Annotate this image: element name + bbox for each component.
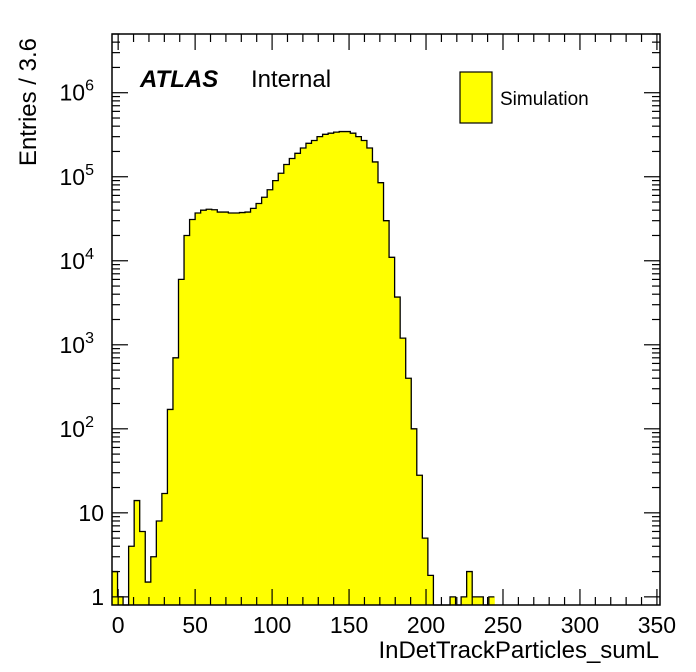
histogram-bar bbox=[294, 153, 301, 605]
histogram-bar bbox=[244, 212, 251, 606]
histogram-bar bbox=[389, 257, 396, 605]
legend: Simulation bbox=[459, 71, 589, 124]
x-tick-label: 200 bbox=[407, 612, 445, 638]
histogram-bar bbox=[283, 164, 290, 605]
histogram-bar bbox=[466, 571, 473, 605]
legend-entry-simulation: Simulation bbox=[500, 89, 589, 110]
histogram-bar bbox=[178, 279, 185, 605]
x-axis-title: InDetTrackParticles_sumL bbox=[378, 637, 659, 664]
histogram-bar bbox=[461, 596, 468, 605]
atlas-label: ATLAS bbox=[139, 66, 218, 93]
histogram-bar bbox=[472, 596, 479, 605]
histogram-bar bbox=[150, 556, 157, 605]
histogram-bar bbox=[289, 158, 296, 605]
histogram-bar bbox=[233, 213, 240, 605]
histogram-bar bbox=[184, 235, 190, 605]
histogram-bar bbox=[228, 213, 235, 605]
histogram-bar bbox=[416, 475, 423, 605]
histogram-bar bbox=[139, 531, 146, 605]
histogram-bar bbox=[311, 140, 318, 605]
histogram-bar bbox=[328, 133, 335, 605]
x-tick-label: 250 bbox=[484, 612, 522, 638]
histogram-bar bbox=[339, 131, 346, 605]
x-tick-label: 150 bbox=[330, 612, 368, 638]
histogram-bar bbox=[239, 212, 246, 605]
histogram-bar bbox=[145, 582, 152, 605]
histogram-bar bbox=[355, 136, 362, 605]
histogram-bar bbox=[350, 133, 357, 605]
histogram-bar bbox=[333, 132, 340, 605]
histogram-bar bbox=[267, 189, 274, 606]
histogram-bar bbox=[322, 134, 329, 605]
histogram-bar bbox=[250, 208, 257, 605]
histogram-bar bbox=[405, 378, 412, 605]
x-tick-labels: 0 50 100 150 200 250 300 350 bbox=[112, 612, 676, 638]
histogram-bar bbox=[156, 520, 163, 605]
y-tick-label: 1 bbox=[91, 584, 104, 610]
histogram-bar bbox=[261, 197, 268, 605]
histogram-bar bbox=[167, 409, 174, 605]
histogram-bar bbox=[200, 210, 207, 605]
histogram-bar bbox=[117, 596, 124, 605]
x-tick-label: 50 bbox=[182, 612, 208, 638]
histogram-bar bbox=[128, 546, 135, 605]
histogram-bar bbox=[422, 538, 429, 605]
y-tick-label: 104 bbox=[60, 246, 95, 274]
histogram-bar bbox=[411, 428, 418, 605]
histogram-bar bbox=[222, 212, 229, 606]
histogram-bar bbox=[217, 212, 224, 606]
histogram-bar bbox=[206, 209, 213, 605]
histogram-bar bbox=[317, 136, 323, 605]
y-tick-label: 10 bbox=[78, 500, 104, 526]
y-tick-label: 102 bbox=[60, 414, 95, 442]
histogram-bar bbox=[383, 220, 390, 606]
x-tick-label: 0 bbox=[112, 612, 125, 638]
histogram-bar bbox=[189, 219, 196, 605]
histogram-bars bbox=[112, 131, 495, 606]
y-tick-label: 103 bbox=[60, 330, 95, 358]
histogram-bar bbox=[344, 131, 351, 605]
histogram-bar bbox=[211, 209, 218, 605]
histogram-outline bbox=[112, 130, 495, 606]
histogram-bar bbox=[366, 147, 373, 606]
x-tick-label: 350 bbox=[638, 612, 676, 638]
histogram-bar bbox=[278, 173, 285, 605]
histogram-bar bbox=[272, 180, 279, 606]
x-tick-label: 300 bbox=[561, 612, 599, 638]
histogram-bar bbox=[361, 140, 368, 605]
axis-ticks bbox=[112, 33, 660, 605]
histogram-bar bbox=[394, 297, 401, 605]
legend-swatch bbox=[459, 71, 493, 124]
histogram-bar bbox=[112, 571, 118, 605]
histogram-bar bbox=[134, 500, 141, 605]
histogram-bar bbox=[377, 182, 384, 605]
histogram-bar bbox=[305, 143, 312, 605]
histogram-bar bbox=[256, 203, 263, 605]
histogram-bar bbox=[450, 596, 456, 605]
histogram-bar bbox=[161, 493, 168, 605]
y-tick-labels: 1 10 102 103 104 105 106 bbox=[60, 78, 105, 610]
histogram-bar bbox=[300, 147, 307, 606]
y-tick-label: 106 bbox=[60, 78, 95, 106]
y-tick-label: 105 bbox=[60, 162, 95, 190]
histogram-bar bbox=[488, 596, 495, 605]
histogram-bar bbox=[195, 213, 202, 605]
histogram-bar bbox=[477, 596, 484, 605]
histogram-bar bbox=[400, 338, 407, 605]
x-tick-label: 100 bbox=[253, 612, 291, 638]
histogram-bar bbox=[172, 357, 179, 605]
histogram-bar bbox=[372, 161, 379, 606]
y-axis-title: Entries / 3.6 bbox=[15, 38, 42, 166]
internal-label: Internal bbox=[251, 66, 331, 93]
histogram-bar bbox=[427, 575, 434, 605]
